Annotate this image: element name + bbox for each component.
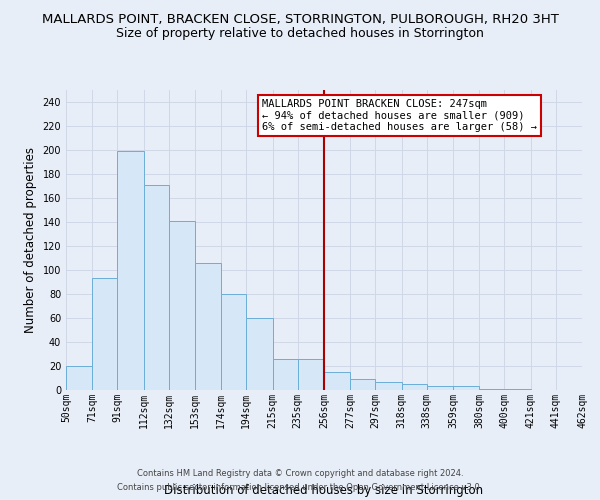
Bar (169, 221, 195, 390)
Bar (143, 185, 169, 390)
Text: Contains HM Land Registry data © Crown copyright and database right 2024.: Contains HM Land Registry data © Crown c… (137, 468, 463, 477)
Text: Size of property relative to detached houses in Storrington: Size of property relative to detached ho… (116, 28, 484, 40)
Bar (66, 366, 92, 390)
Bar (195, 263, 221, 390)
Bar (324, 372, 350, 390)
Bar (401, 384, 427, 390)
Text: MALLARDS POINT BRACKEN CLOSE: 247sqm
← 94% of detached houses are smaller (909)
: MALLARDS POINT BRACKEN CLOSE: 247sqm ← 9… (262, 99, 537, 132)
Bar (427, 386, 453, 390)
Bar (92, 278, 118, 390)
Bar (350, 379, 376, 390)
Bar (247, 318, 272, 390)
Bar (505, 389, 530, 390)
Text: Contains public sector information licensed under the Open Government Licence v3: Contains public sector information licen… (118, 484, 482, 492)
Bar (272, 359, 298, 390)
Bar (221, 294, 247, 390)
Bar (118, 151, 143, 390)
X-axis label: Distribution of detached houses by size in Storrington: Distribution of detached houses by size … (164, 484, 484, 496)
Bar (298, 359, 324, 390)
Y-axis label: Number of detached properties: Number of detached properties (24, 147, 37, 333)
Bar (376, 382, 401, 390)
Bar (453, 386, 479, 390)
Text: MALLARDS POINT, BRACKEN CLOSE, STORRINGTON, PULBOROUGH, RH20 3HT: MALLARDS POINT, BRACKEN CLOSE, STORRINGT… (41, 12, 559, 26)
Bar (479, 389, 505, 390)
